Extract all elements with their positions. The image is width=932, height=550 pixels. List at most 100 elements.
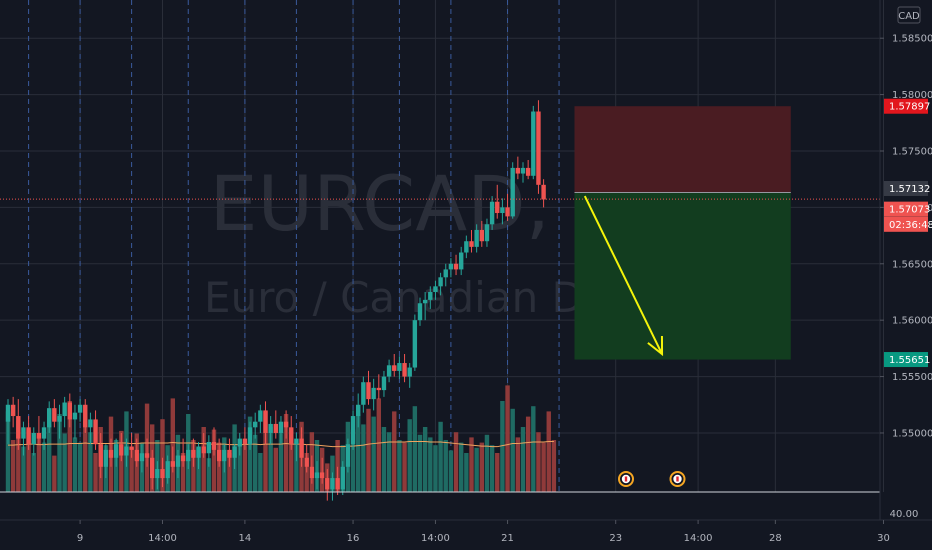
volume-bar [31, 453, 36, 492]
event-marker-leaf [676, 476, 679, 482]
candle-body [335, 478, 340, 490]
position-tool[interactable] [574, 106, 791, 360]
price-tick-label: 1.55500 [892, 372, 932, 383]
volume-bar [247, 416, 253, 492]
price-tag-label: 1.55651 [889, 355, 930, 366]
volume-bar [41, 442, 47, 492]
candle-body [474, 229, 479, 247]
candle-body [206, 441, 212, 454]
candle-body [83, 404, 88, 428]
take-profit-zone [574, 192, 791, 360]
volume-bar [407, 419, 412, 492]
candle-body [242, 438, 248, 445]
volume-bar [484, 434, 490, 492]
candle-body [62, 402, 67, 417]
candle-body [16, 416, 21, 439]
stop-loss-zone [574, 106, 791, 193]
candle-body [268, 423, 273, 433]
volume-bar [72, 437, 78, 492]
volume-bar [258, 453, 263, 492]
volume-bar [211, 429, 217, 492]
candle-body [397, 363, 402, 371]
volume-bar [469, 437, 474, 492]
candle-body [459, 252, 464, 270]
volume-bar [93, 453, 98, 492]
candle-body [541, 184, 546, 200]
candle-body [98, 444, 103, 467]
volume-bar [57, 414, 62, 492]
price-tick-label: 1.56000 [892, 316, 932, 327]
time-tick-label: 14:00 [421, 533, 450, 544]
candle-body [263, 410, 268, 433]
price-tag-label: 1.57073 [889, 205, 930, 216]
candle-body [428, 291, 433, 300]
volume-bar [206, 458, 212, 492]
volume-bar [474, 447, 479, 492]
time-tick-label: 23 [609, 533, 622, 544]
price-tag-label: 1.57897 [889, 102, 930, 113]
candle-body [438, 277, 443, 287]
currency-box[interactable] [897, 6, 921, 24]
candle-body [371, 387, 376, 400]
candle-body [453, 263, 459, 270]
volume-bar [10, 440, 16, 492]
candle-body [422, 299, 428, 304]
candle-body [47, 408, 52, 428]
projection-arrow[interactable] [583, 195, 664, 357]
volume-bar [273, 447, 278, 492]
volume-bar [541, 442, 546, 492]
candle-body [247, 427, 253, 445]
volume-bar [263, 411, 268, 492]
candle-body [515, 167, 521, 174]
candle-body [113, 444, 119, 458]
event-markers[interactable] [618, 471, 686, 487]
price-tag-box [884, 352, 928, 368]
candle-body [381, 376, 387, 391]
candle-body [278, 421, 284, 433]
volume-bar [356, 414, 361, 492]
volume-bar [459, 442, 464, 492]
volume-bar [551, 440, 557, 492]
volume-bar [119, 430, 124, 492]
candle-body [258, 410, 263, 422]
candle-body [88, 419, 93, 428]
candle-body [330, 478, 335, 490]
volume-bar [83, 420, 88, 492]
projection-arrow-shaft [583, 195, 663, 355]
price-tag-box [884, 180, 928, 196]
volume-bar [531, 406, 536, 492]
volume-bar [479, 442, 484, 492]
candle-body [41, 427, 47, 439]
volume-bar [366, 408, 371, 492]
volume-bar [237, 440, 242, 492]
candle-body [469, 241, 474, 247]
time-tick-label: 16 [347, 533, 360, 544]
candle-body [201, 446, 206, 454]
price-tag-label: 1.57132 [889, 184, 930, 195]
volume-bar [62, 433, 67, 492]
projection-arrow-head [647, 336, 664, 357]
candle-body [237, 438, 242, 447]
price-tags: 1.57897 1.57132 1.57073 02:36:48 1.55651 [884, 98, 932, 368]
candle-body [222, 449, 227, 462]
candle-body [52, 408, 57, 422]
volume-axis-label: 40.00 [890, 509, 919, 520]
candles [0, 100, 880, 501]
candle-body [289, 427, 294, 445]
candle-body [57, 416, 62, 422]
candle-body [170, 461, 175, 467]
time-axis[interactable]: 9 14:00 14 16 14:00 21 23 14:00 28 30 [77, 520, 890, 544]
candle-body [412, 320, 418, 368]
time-tick-label: 14 [239, 533, 252, 544]
candle-body [319, 472, 325, 479]
volume-bar [505, 385, 510, 492]
candle-body [21, 427, 26, 439]
volume-bar [381, 427, 387, 492]
candle-body [211, 441, 217, 450]
volume-bar [525, 416, 531, 492]
volume-bar [510, 408, 515, 492]
volume-bar [278, 432, 284, 492]
volume-bar [448, 450, 454, 492]
volume-bar [160, 419, 165, 492]
